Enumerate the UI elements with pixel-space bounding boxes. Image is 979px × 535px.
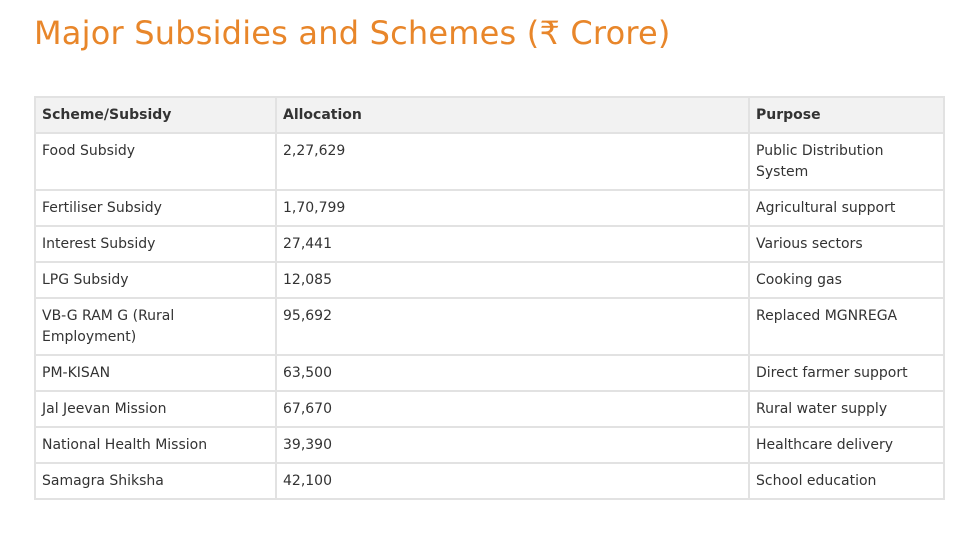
column-header-allocation: Allocation bbox=[275, 96, 750, 134]
table-row: Samagra Shiksha 42,100 School education bbox=[34, 462, 945, 500]
table-row: Food Subsidy 2,27,629 Public Distribution … bbox=[34, 132, 945, 191]
allocation-cell: 2,27,629 bbox=[275, 132, 750, 191]
scheme-cell: Interest Subsidy bbox=[34, 225, 277, 263]
purpose-cell: Agricultural support bbox=[748, 189, 945, 227]
allocation-cell: 39,390 bbox=[275, 426, 750, 464]
allocation-cell: 63,500 bbox=[275, 354, 750, 392]
purpose-cell: Various sectors bbox=[748, 225, 945, 263]
table-header-row: Scheme/Subsidy Allocation Purpose bbox=[34, 96, 945, 134]
table-row: National Health Mission 39,390 Healthcare … bbox=[34, 426, 945, 464]
scheme-cell: PM-KISAN bbox=[34, 354, 277, 392]
table-row: Jal Jeevan Mission 67,670 Rural water supp… bbox=[34, 390, 945, 428]
purpose-cell: School education bbox=[748, 462, 945, 500]
scheme-cell: Food Subsidy bbox=[34, 132, 277, 191]
purpose-cell: Rural water supply bbox=[748, 390, 945, 428]
table-row: PM-KISAN 63,500 Direct farmer support bbox=[34, 354, 945, 392]
allocation-cell: 42,100 bbox=[275, 462, 750, 500]
scheme-cell: VB-G RAM G (Rural Employment) bbox=[34, 297, 277, 356]
table-row: LPG Subsidy 12,085 Cooking gas bbox=[34, 261, 945, 299]
column-header-scheme: Scheme/Subsidy bbox=[34, 96, 277, 134]
purpose-cell: Cooking gas bbox=[748, 261, 945, 299]
column-header-purpose: Purpose bbox=[748, 96, 945, 134]
allocation-cell: 1,70,799 bbox=[275, 189, 750, 227]
purpose-cell: Replaced MGNREGA bbox=[748, 297, 945, 356]
allocation-cell: 95,692 bbox=[275, 297, 750, 356]
purpose-cell: Direct farmer support bbox=[748, 354, 945, 392]
table-row: VB-G RAM G (Rural Employment) 95,692 Repla… bbox=[34, 297, 945, 356]
subsidies-table: Scheme/Subsidy Allocation Purpose Food S… bbox=[34, 96, 945, 500]
page-title: Major Subsidies and Schemes (₹ Crore) bbox=[34, 14, 671, 52]
table-row: Interest Subsidy 27,441 Various sectors bbox=[34, 225, 945, 263]
scheme-cell: Samagra Shiksha bbox=[34, 462, 277, 500]
scheme-cell: Jal Jeevan Mission bbox=[34, 390, 277, 428]
purpose-cell: Public Distribution System bbox=[748, 132, 945, 191]
scheme-cell: National Health Mission bbox=[34, 426, 277, 464]
allocation-cell: 12,085 bbox=[275, 261, 750, 299]
scheme-cell: Fertiliser Subsidy bbox=[34, 189, 277, 227]
scheme-cell: LPG Subsidy bbox=[34, 261, 277, 299]
purpose-cell: Healthcare delivery bbox=[748, 426, 945, 464]
table-row: Fertiliser Subsidy 1,70,799 Agricultural s… bbox=[34, 189, 945, 227]
allocation-cell: 27,441 bbox=[275, 225, 750, 263]
allocation-cell: 67,670 bbox=[275, 390, 750, 428]
